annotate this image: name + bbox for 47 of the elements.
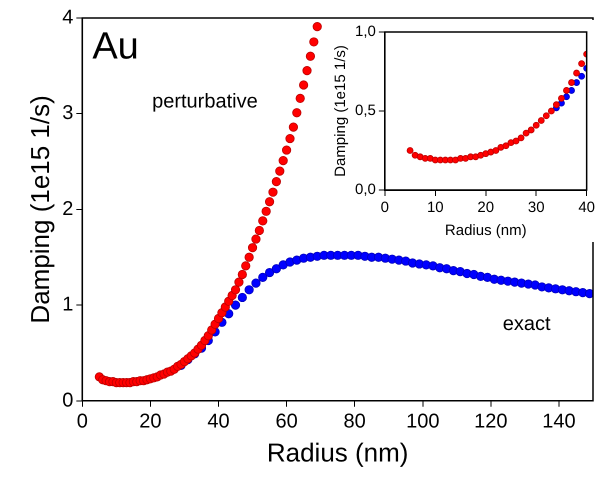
x-tick-label: 40: [207, 410, 230, 432]
y-axis-title: Damping (1e15 1/s): [24, 95, 55, 324]
y-axis-title: Damping (1e15 1/s): [332, 45, 350, 177]
x-tick-label: 20: [477, 199, 494, 216]
x-tick-label: 10: [426, 199, 444, 216]
point: [532, 122, 540, 129]
x-tick-label: 100: [406, 410, 440, 432]
y-tick-label: 1,0: [354, 23, 376, 40]
point: [548, 108, 555, 114]
point: [563, 87, 570, 94]
point: [578, 60, 586, 67]
point: [538, 117, 545, 124]
y-tick-label: 4: [62, 6, 74, 29]
annotation: Au: [92, 25, 139, 68]
x-axis-title: Radius (nm): [266, 438, 408, 468]
point: [522, 130, 530, 137]
y-tick-label: 0,5: [354, 102, 376, 120]
point: [502, 142, 510, 150]
point: [518, 134, 524, 142]
point: [508, 139, 514, 146]
x-tick-label: 0: [380, 199, 390, 216]
point: [568, 79, 575, 86]
point: [528, 126, 535, 134]
x-tick-label: 30: [528, 199, 545, 216]
y-tick-label: 2: [62, 198, 74, 220]
point: [542, 112, 550, 120]
point: [573, 70, 580, 76]
y-tick-label: 1: [62, 294, 74, 316]
point: [492, 147, 500, 154]
point: [512, 138, 520, 144]
x-tick-label: 0: [76, 410, 88, 432]
series-label: exact: [502, 312, 551, 335]
x-axis-title: Radius (nm): [444, 222, 527, 240]
y-tick-label: 0,0: [354, 181, 376, 198]
x-tick-label: 60: [275, 410, 298, 432]
y-tick-label: 0: [62, 389, 74, 412]
x-tick-label: 20: [139, 410, 162, 432]
point: [558, 94, 565, 102]
x-tick-label: 80: [344, 410, 366, 432]
x-tick-label: 140: [542, 410, 576, 432]
point: [406, 147, 414, 154]
x-tick-label: 40: [578, 199, 595, 216]
point: [578, 72, 586, 80]
x-tick-label: 120: [474, 410, 508, 432]
series-label: perturbative: [152, 90, 258, 113]
y-tick-label: 3: [62, 102, 74, 124]
point: [552, 101, 560, 108]
